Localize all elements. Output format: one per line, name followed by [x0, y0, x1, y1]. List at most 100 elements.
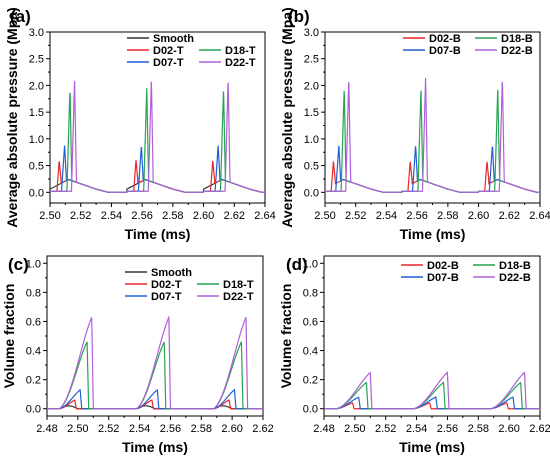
legend-label: D22-B	[499, 272, 531, 284]
series-line-d18-t	[47, 341, 263, 410]
x-axis-title: Time (ms)	[122, 439, 188, 455]
x-tick-label: 2.54	[129, 423, 150, 435]
y-tick-label: 0.5	[304, 161, 319, 173]
series-line-d22-t	[50, 80, 265, 193]
series-line-d02-b	[325, 160, 540, 193]
y-tick-label: 0.2	[303, 375, 318, 387]
y-tick-label: 0.0	[29, 187, 44, 199]
x-tick-label: 2.52	[375, 423, 396, 435]
y-tick-label: 2.5	[304, 54, 319, 66]
legend-label: D02-T	[153, 45, 184, 57]
x-tick-label: 2.54	[376, 210, 397, 222]
y-tick-label: 2.0	[304, 80, 319, 92]
x-tick-label: 2.58	[468, 423, 489, 435]
series-line-d07-b	[325, 145, 540, 193]
x-axis-title: Time (ms)	[399, 439, 465, 455]
x-tick-label: 2.64	[254, 210, 275, 222]
panel-label: (d)	[286, 255, 308, 274]
x-tick-label: 2.60	[221, 423, 242, 435]
legend-label: D22-T	[225, 57, 256, 69]
y-tick-label: 1.5	[304, 107, 319, 119]
y-tick-label: 1.0	[26, 258, 41, 270]
legend-label: D07-B	[427, 272, 459, 284]
legend-label: Smooth	[153, 33, 194, 45]
x-tick-label: 2.52	[98, 423, 119, 435]
chart-panel-0: 2.50 2.52 2.54 2.56 2.58 2.60 2.62 2.64 0.0 0.5 1.…	[4, 7, 276, 242]
y-tick-label: 1.0	[303, 258, 318, 270]
series-line-d07-t	[50, 145, 265, 193]
x-tick-label: 2.58	[437, 210, 458, 222]
y-tick-label: 0.0	[303, 404, 318, 416]
y-tick-label: 3.0	[29, 27, 44, 39]
x-tick-label: 2.52	[345, 210, 366, 222]
x-tick-label: 2.62	[224, 210, 245, 222]
x-tick-label: 2.48	[313, 423, 334, 435]
series-line-smooth	[50, 178, 265, 193]
chart-panel-1: 2.50 2.52 2.54 2.56 2.58 2.60 2.62 2.64 0.0 0.5 1.…	[279, 7, 550, 242]
legend-label: D07-T	[151, 291, 182, 303]
y-tick-label: 0.5	[29, 161, 44, 173]
x-tick-label: 2.50	[67, 423, 88, 435]
legend-label: D18-T	[225, 45, 256, 57]
y-tick-label: 0.4	[303, 346, 318, 358]
y-tick-label: 0.0	[26, 404, 41, 416]
plot-area	[325, 78, 540, 193]
x-tick-label: 2.54	[101, 210, 122, 222]
x-tick-label: 2.62	[252, 423, 273, 435]
legend-label: D22-T	[223, 291, 254, 303]
x-tick-label: 2.62	[529, 423, 550, 435]
y-tick-label: 0.0	[304, 187, 319, 199]
legend-label: D07-T	[153, 57, 184, 69]
legend-label: D18-B	[499, 260, 531, 272]
y-axis-title: Volume fraction	[1, 284, 17, 389]
x-tick-label: 2.62	[499, 210, 520, 222]
x-tick-label: 2.58	[191, 423, 212, 435]
series-line-d22-t	[47, 315, 263, 410]
legend-label: D22-B	[501, 45, 533, 57]
legend-label: D02-B	[427, 260, 459, 272]
y-tick-label: 0.4	[26, 346, 41, 358]
panel-label: (a)	[10, 7, 31, 26]
series-line-d18-t	[50, 88, 265, 193]
series-line-d02-b	[324, 402, 540, 410]
legend-label: Smooth	[151, 267, 192, 279]
y-tick-label: 0.8	[303, 287, 318, 299]
x-tick-label: 2.58	[162, 210, 183, 222]
legend-label: D02-T	[151, 279, 182, 291]
y-tick-label: 1.0	[304, 134, 319, 146]
x-tick-label: 2.60	[498, 423, 519, 435]
y-tick-label: 3.0	[304, 27, 319, 39]
x-tick-label: 2.50	[314, 210, 335, 222]
series-line-d02-t	[50, 160, 265, 193]
panel-label: (b)	[288, 7, 310, 26]
y-tick-label: 0.2	[26, 375, 41, 387]
x-tick-label: 2.50	[344, 423, 365, 435]
x-tick-label: 2.56	[406, 210, 427, 222]
y-tick-label: 1.0	[29, 134, 44, 146]
panel-label: (c)	[8, 255, 29, 274]
x-tick-label: 2.60	[193, 210, 214, 222]
x-tick-label: 2.52	[70, 210, 91, 222]
series-line-d07-b	[324, 396, 540, 410]
series-line-d18-b	[324, 381, 540, 410]
series-line-d22-b	[325, 78, 540, 193]
plot-frame	[324, 31, 541, 204]
x-tick-label: 2.64	[529, 210, 550, 222]
x-tick-label: 2.56	[131, 210, 152, 222]
y-axis-title: Volume fraction	[278, 284, 294, 389]
y-tick-label: 2.5	[29, 54, 44, 66]
legend-label: D18-T	[223, 279, 254, 291]
y-tick-label: 2.0	[29, 80, 44, 92]
legend-label: D18-B	[501, 33, 533, 45]
legend-label: D02-B	[429, 33, 461, 45]
y-tick-label: 0.8	[26, 287, 41, 299]
x-tick-label: 2.60	[468, 210, 489, 222]
x-tick-label: 2.56	[160, 423, 181, 435]
series-line-d22-b	[324, 371, 540, 410]
legend-label: D07-B	[429, 45, 461, 57]
